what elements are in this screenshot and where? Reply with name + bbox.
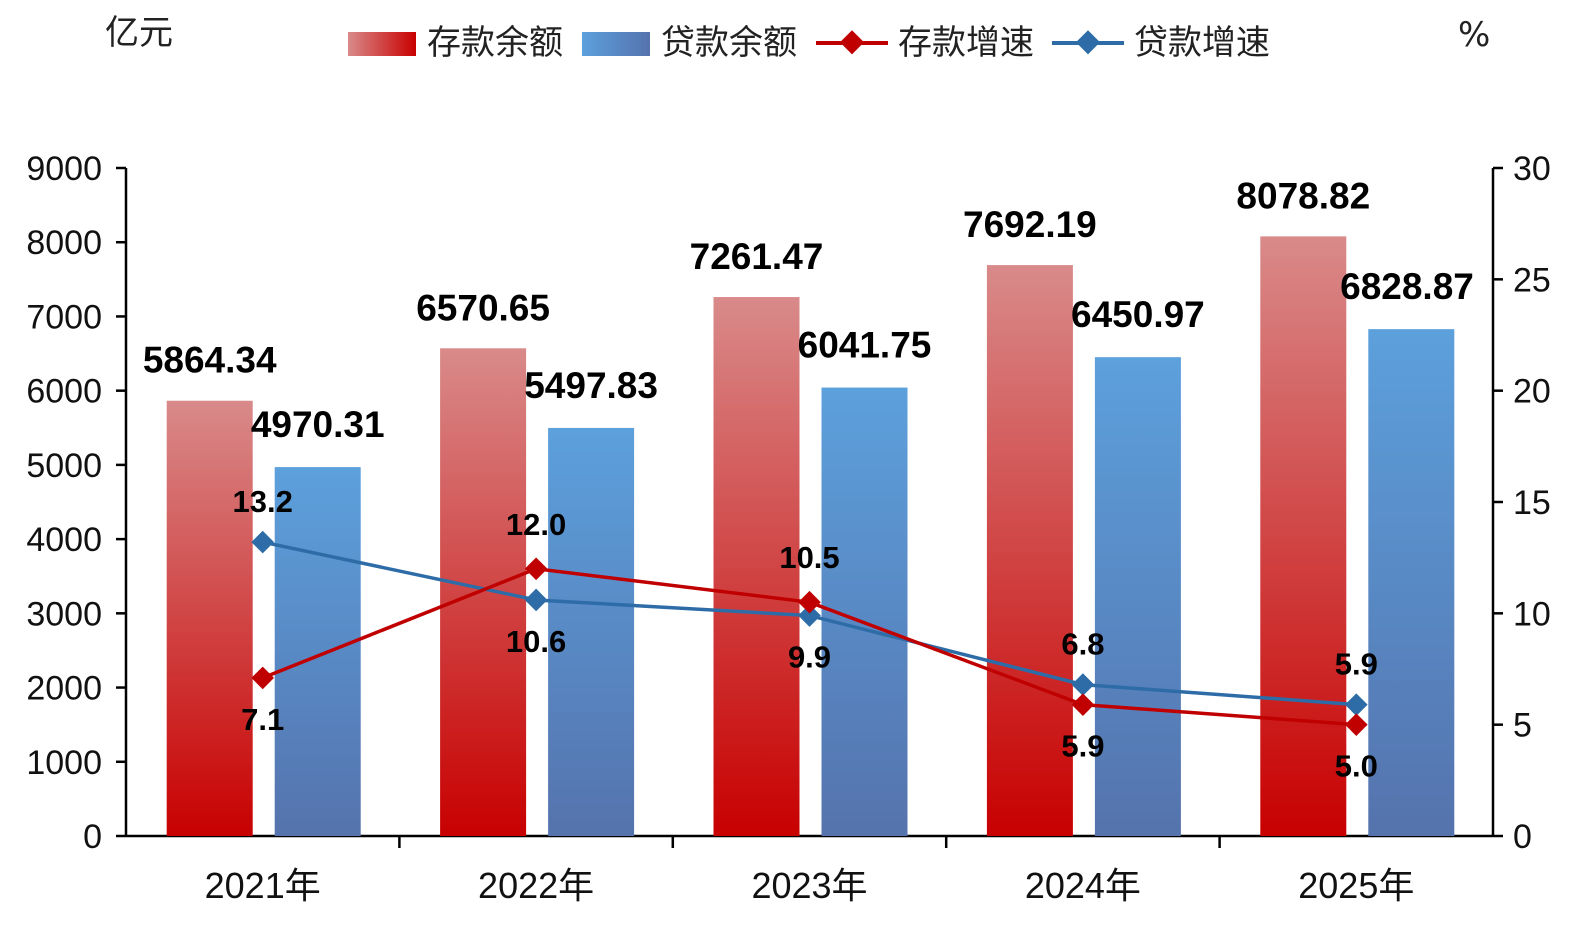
bar-label-loan-balance: 5497.83: [524, 365, 658, 406]
legend-label-deposit-balance: 存款余额: [427, 23, 563, 63]
loan-growth-marker: [524, 588, 548, 612]
left-tick-label: 5000: [26, 447, 102, 485]
right-tick-label: 20: [1513, 373, 1551, 411]
x-axis-ticks: 2021年 2022年 2023年 2024年 2025年: [205, 836, 1414, 906]
bar-label-deposit-balance: 5864.34: [143, 340, 277, 381]
left-tick-label: 4000: [26, 521, 102, 559]
x-category-label: 2021年: [205, 865, 321, 906]
label-loan-growth: 13.2: [233, 484, 293, 519]
bar-label-deposit-balance: 7261.47: [690, 236, 824, 277]
deposit-growth-marker: [1071, 693, 1095, 716]
bar-loan-balance: [548, 427, 635, 836]
label-deposit-growth: 10.5: [779, 540, 839, 575]
label-loan-growth: 9.9: [788, 640, 831, 675]
growth-lines: [251, 530, 1368, 736]
legend: 存款余额 贷款余额 存款增速 贷款增速: [348, 23, 1270, 63]
legend-marker-deposit-growth: [839, 30, 865, 55]
left-tick-label: 6000: [26, 373, 102, 411]
x-category-label: 2024年: [1025, 865, 1141, 906]
x-category-label: 2022年: [478, 865, 594, 906]
bar-deposit-balance: [986, 265, 1073, 836]
deposit-growth-marker: [524, 557, 548, 581]
label-loan-growth: 10.6: [506, 624, 566, 659]
right-tick-label: 15: [1513, 484, 1551, 522]
bar-deposit-balance: [713, 297, 800, 836]
bar-label-loan-balance: 6041.75: [798, 325, 932, 366]
left-tick-label: 2000: [26, 670, 102, 708]
data-labels: 5864.34 4970.31 6570.65 5497.83 7261.47 6041.…: [143, 175, 1474, 783]
label-deposit-growth: 5.0: [1335, 749, 1378, 784]
deposit-growth-marker: [251, 666, 275, 690]
loan-growth-marker: [251, 530, 275, 554]
left-tick-label: 0: [83, 818, 102, 856]
bar-loan-balance: [1094, 357, 1181, 836]
left-tick-label: 1000: [26, 744, 102, 782]
left-axis-unit: 亿元: [105, 13, 173, 53]
bar-label-deposit-balance: 6570.65: [416, 287, 550, 328]
right-axis-unit: %: [1458, 15, 1490, 55]
label-loan-growth: 5.9: [1335, 647, 1378, 682]
bar-deposit-balance: [440, 348, 527, 836]
bar-deposit-balance: [166, 400, 253, 836]
x-category-label: 2023年: [751, 865, 867, 906]
right-tick-label: 30: [1513, 150, 1551, 188]
left-tick-label: 3000: [26, 595, 102, 633]
right-tick-label: 0: [1513, 818, 1532, 856]
bar-label-loan-balance: 4970.31: [251, 404, 385, 445]
deposit-growth-marker: [1344, 713, 1368, 736]
bar-label-loan-balance: 6450.97: [1071, 294, 1205, 335]
bars: [166, 236, 1455, 837]
left-axis-ticks: 0 1000 2000 3000 4000 5000 6000 7000 8000 9000: [26, 150, 126, 856]
x-category-label: 2025年: [1298, 865, 1414, 906]
label-loan-growth: 6.8: [1061, 627, 1104, 662]
bar-loan-balance: [274, 467, 361, 836]
bar-loan-balance: [1368, 329, 1455, 836]
right-tick-label: 5: [1513, 707, 1532, 745]
legend-label-loan-balance: 贷款余额: [661, 23, 797, 63]
legend-swatch-deposit-balance: [348, 32, 416, 56]
legend-label-deposit-growth: 存款增速: [898, 23, 1034, 63]
right-tick-label: 10: [1513, 595, 1551, 633]
bar-deposit-balance: [1260, 236, 1347, 837]
loan-growth-marker: [798, 604, 821, 627]
bar-label-deposit-balance: 7692.19: [963, 204, 1097, 245]
label-deposit-growth: 12.0: [506, 507, 566, 542]
loan-growth-marker: [1071, 673, 1095, 696]
deposit-growth-marker: [798, 590, 821, 614]
left-tick-label: 9000: [26, 150, 102, 188]
label-deposit-growth: 7.1: [241, 702, 284, 737]
legend-swatch-loan-balance: [582, 32, 650, 56]
loan-growth-marker: [1344, 693, 1368, 716]
bar-label-deposit-balance: 8078.82: [1236, 175, 1370, 216]
bar-label-loan-balance: 6828.87: [1340, 266, 1474, 307]
right-axis-ticks: 0 5 10 15 20 25 30: [1493, 150, 1551, 856]
legend-label-loan-growth: 贷款增速: [1134, 23, 1270, 63]
left-tick-label: 7000: [26, 298, 102, 336]
right-tick-label: 25: [1513, 261, 1551, 299]
legend-marker-loan-growth: [1075, 30, 1101, 55]
label-deposit-growth: 5.9: [1061, 729, 1104, 764]
left-tick-label: 8000: [26, 224, 102, 262]
